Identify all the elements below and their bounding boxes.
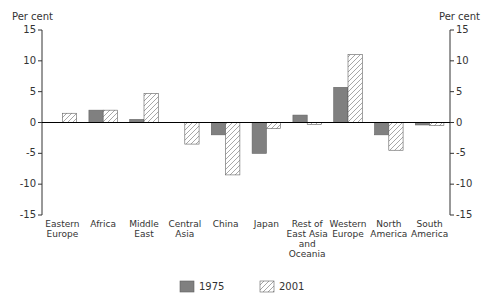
x-tick-label-line: America: [411, 229, 448, 239]
x-tick-label-line: East Asia: [287, 229, 328, 239]
y-tick: [38, 91, 42, 92]
x-tick-label-line: China: [213, 219, 239, 229]
bar: [252, 123, 266, 154]
x-tick-label: Japan: [253, 219, 279, 229]
y-tick-label: 0: [30, 117, 36, 128]
bar: [334, 87, 348, 122]
bar: [211, 123, 225, 135]
y-tick-label: 5: [30, 86, 36, 97]
y2-tick-label: -10: [456, 178, 472, 189]
x-tick-label-line: America: [370, 229, 407, 239]
y-tick-label: 10: [23, 55, 36, 66]
y2-tick-label: 5: [456, 86, 462, 97]
x-tick-label: SouthAmerica: [411, 219, 448, 239]
x-tick-label: NorthAmerica: [370, 219, 407, 239]
y-tick: [38, 30, 42, 31]
bar: [389, 123, 403, 151]
bar: [266, 123, 280, 129]
y-tick: [38, 184, 42, 185]
x-tick-label-line: Asia: [175, 229, 194, 239]
x-tick-label-line: Europe: [332, 229, 364, 239]
x-tick-label-line: Japan: [253, 219, 279, 229]
y-tick: [38, 153, 42, 154]
x-tick-label-line: Middle: [129, 219, 159, 229]
y-tick-label: -15: [20, 209, 36, 220]
bars: [62, 55, 443, 175]
bar: [89, 110, 103, 122]
bar: [103, 110, 117, 122]
y2-tick-label: 0: [456, 117, 462, 128]
bar: [348, 55, 362, 123]
y2-tick: [450, 184, 454, 185]
x-tick-label-line: Europe: [47, 229, 79, 239]
chart: -15 -10 -5 0 5 10 15 Per cent -15 -10 -5 0 5 10 15 Per …: [0, 0, 492, 303]
x-tick-label: EasternEurope: [45, 219, 79, 239]
y2-tick: [450, 215, 454, 216]
x-tick-label-line: Rest of: [292, 219, 324, 229]
y-tick-label: 15: [23, 24, 36, 35]
y2-tick: [450, 30, 454, 31]
y-tick: [38, 60, 42, 61]
y-tick-label: -10: [20, 178, 36, 189]
y2-tick: [450, 60, 454, 61]
bar: [293, 115, 307, 122]
legend-swatch: [260, 281, 274, 292]
y2-tick-label: -15: [456, 209, 472, 220]
bar: [185, 123, 199, 145]
x-tick-label: MiddleEast: [129, 219, 159, 239]
legend-label: 1975: [199, 281, 224, 292]
y-axis: -15 -10 -5 0 5 10 15: [20, 24, 42, 220]
y-tick-label: -5: [26, 147, 36, 158]
bar: [144, 94, 158, 123]
legend-label: 2001: [279, 281, 304, 292]
x-tick-label: CentralAsia: [168, 219, 201, 239]
legend-swatch: [180, 281, 194, 292]
bar: [375, 123, 389, 135]
y-tick: [38, 122, 42, 123]
y-tick: [38, 215, 42, 216]
x-axis: EasternEuropeAfricaMiddleEastCentralAsia…: [45, 219, 448, 259]
x-tick-label-line: Africa: [90, 219, 116, 229]
x-tick-label-line: Western: [330, 219, 367, 229]
y2-tick-label: -5: [456, 147, 466, 158]
y2-tick: [450, 91, 454, 92]
x-tick-label: China: [213, 219, 239, 229]
x-tick-label: Africa: [90, 219, 116, 229]
bar: [226, 123, 240, 175]
x-tick-label-line: Oceania: [289, 249, 326, 259]
y2-tick: [450, 153, 454, 154]
y2-label: Per cent: [439, 11, 480, 22]
x-tick-label: WesternEurope: [330, 219, 367, 239]
bar: [62, 113, 76, 122]
zero-line: [42, 122, 450, 123]
x-tick-label-line: Central: [168, 219, 201, 229]
x-tick-label: Rest ofEast AsiaandOceania: [287, 219, 328, 259]
x-tick-label-line: North: [376, 219, 401, 229]
legend: 1975 2001: [180, 281, 304, 292]
x-tick-label-line: South: [417, 219, 443, 229]
x-tick-label-line: Eastern: [45, 219, 79, 229]
y2-tick-label: 10: [456, 55, 469, 66]
y2-axis: -15 -10 -5 0 5 10 15: [450, 24, 472, 220]
y2-tick-label: 15: [456, 24, 469, 35]
y-label: Per cent: [12, 11, 53, 22]
y2-tick: [450, 122, 454, 123]
x-tick-label-line: and: [299, 239, 316, 249]
x-tick-label-line: East: [134, 229, 154, 239]
